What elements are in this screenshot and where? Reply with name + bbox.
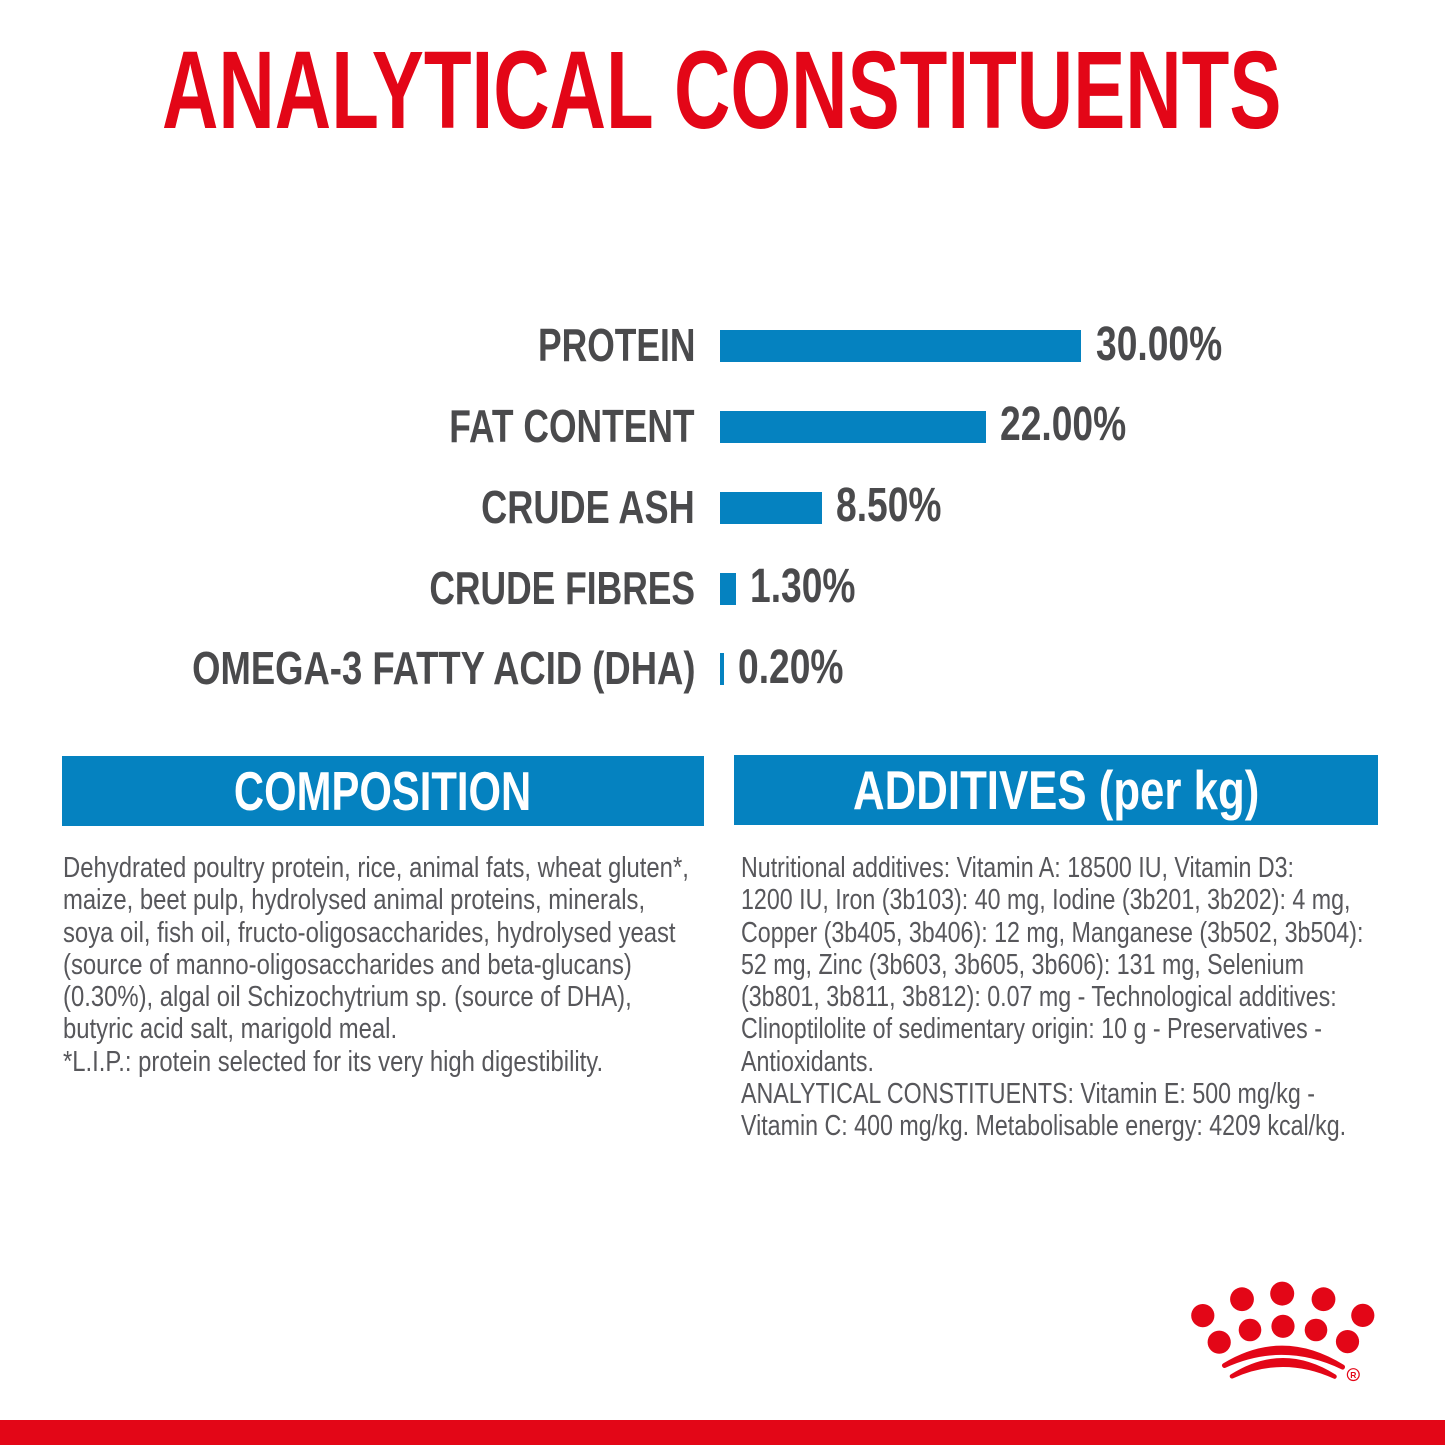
svg-text:R: R [1350, 1370, 1356, 1380]
